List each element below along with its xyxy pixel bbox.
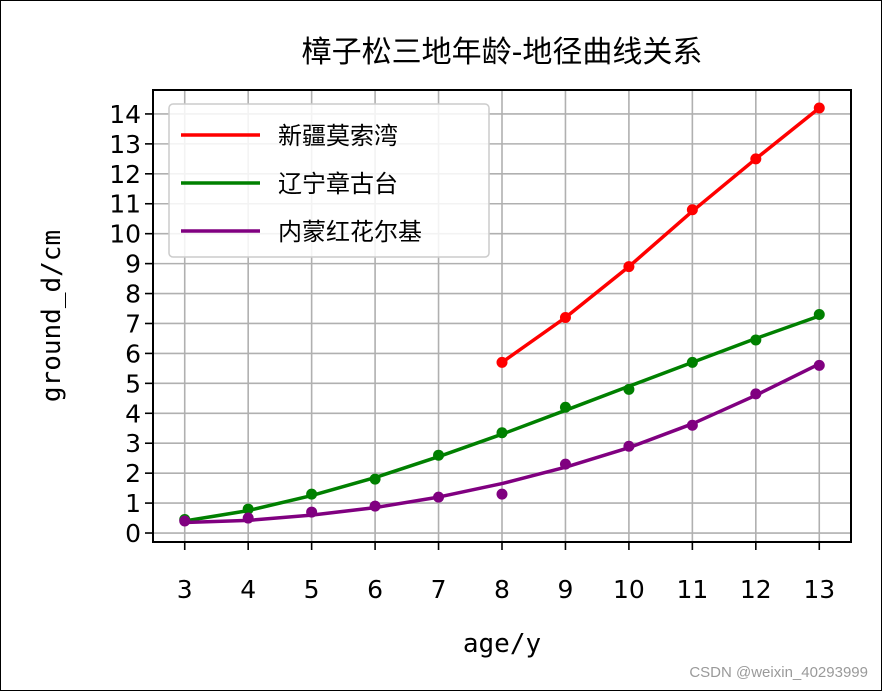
x-tick-label: 11 <box>676 575 708 604</box>
data-point <box>686 419 698 431</box>
legend-item: 内蒙红花尔基 <box>181 218 422 246</box>
legend-label: 新疆莫索湾 <box>278 122 398 150</box>
data-point <box>813 309 825 321</box>
legend-box <box>168 103 490 258</box>
data-point <box>179 515 191 527</box>
data-point <box>623 383 635 395</box>
data-point <box>750 153 762 165</box>
series-1 <box>179 309 825 526</box>
data-point <box>369 500 381 512</box>
x-tick-label: 10 <box>613 575 645 604</box>
y-tick-label: 10 <box>109 220 141 249</box>
y-tick-label: 9 <box>125 250 141 279</box>
data-point <box>750 388 762 400</box>
x-tick-label: 9 <box>558 575 574 604</box>
x-tick-label: 8 <box>494 575 510 604</box>
data-point <box>686 204 698 216</box>
data-point <box>750 334 762 346</box>
y-tick-label: 12 <box>109 160 141 189</box>
data-point <box>242 503 254 515</box>
data-point <box>306 488 318 500</box>
data-point <box>369 473 381 485</box>
x-tick-label: 12 <box>740 575 772 604</box>
y-tick-label: 11 <box>109 190 141 219</box>
data-point <box>496 427 508 439</box>
data-point <box>306 506 318 518</box>
data-point <box>813 359 825 371</box>
data-point <box>433 491 445 503</box>
chart-title: 樟子松三地年龄-地径曲线关系 <box>302 35 703 70</box>
x-tick-label: 6 <box>367 575 383 604</box>
legend-label: 辽宁章古台 <box>278 170 398 198</box>
y-tick-label: 7 <box>125 309 141 338</box>
y-tick-label: 3 <box>125 429 141 458</box>
data-point <box>433 449 445 461</box>
series-line <box>184 362 821 525</box>
x-tick-label: 5 <box>304 575 320 604</box>
data-point <box>496 488 508 500</box>
legend-item: 新疆莫索湾 <box>181 122 398 150</box>
series-layer <box>179 102 825 527</box>
y-tick-label: 4 <box>125 399 141 428</box>
series-0 <box>496 102 825 368</box>
y-tick-label: 14 <box>109 100 141 129</box>
data-point <box>242 512 254 524</box>
x-tick-label: 3 <box>177 575 193 604</box>
y-tick-label: 8 <box>125 280 141 309</box>
data-point <box>559 311 571 323</box>
data-point <box>813 102 825 114</box>
series-2 <box>179 359 825 527</box>
y-tick-label: 6 <box>125 339 141 368</box>
series-line <box>500 106 821 364</box>
y-tick-label: 0 <box>125 519 141 548</box>
y-tick-label: 13 <box>109 130 141 159</box>
y-axis-label: ground_d/cm <box>37 230 67 402</box>
data-point <box>559 401 571 413</box>
data-point <box>496 356 508 368</box>
x-axis-label: age/y <box>463 629 541 659</box>
y-tick-label: 1 <box>125 489 141 518</box>
data-point <box>623 261 635 273</box>
legend-label: 内蒙红花尔基 <box>278 218 422 246</box>
legend-item: 辽宁章古台 <box>181 170 398 198</box>
data-point <box>686 356 698 368</box>
y-tick-label: 2 <box>125 459 141 488</box>
y-tick-label: 5 <box>125 369 141 398</box>
x-tick-label: 13 <box>803 575 835 604</box>
x-ticks: 3 4 5 6 7 8 9 10 11 12 13 <box>177 542 835 604</box>
data-point <box>559 458 571 470</box>
watermark: CSDN @weixin_40293999 <box>689 664 868 681</box>
x-tick-label: 4 <box>240 575 256 604</box>
data-point <box>623 440 635 452</box>
x-tick-label: 7 <box>431 575 447 604</box>
